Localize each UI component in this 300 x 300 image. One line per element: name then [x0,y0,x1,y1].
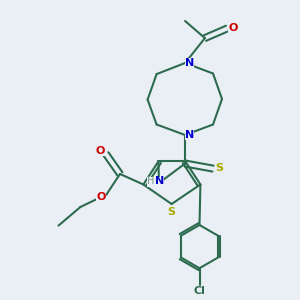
Text: N: N [155,176,164,187]
Text: H: H [147,176,154,187]
Text: O: O [228,22,238,33]
Text: S: S [168,207,176,218]
Text: N: N [185,130,194,140]
Text: O: O [95,146,105,156]
Text: S: S [216,163,224,173]
Text: Cl: Cl [194,286,206,296]
Text: O: O [96,192,106,203]
Text: N: N [185,58,194,68]
